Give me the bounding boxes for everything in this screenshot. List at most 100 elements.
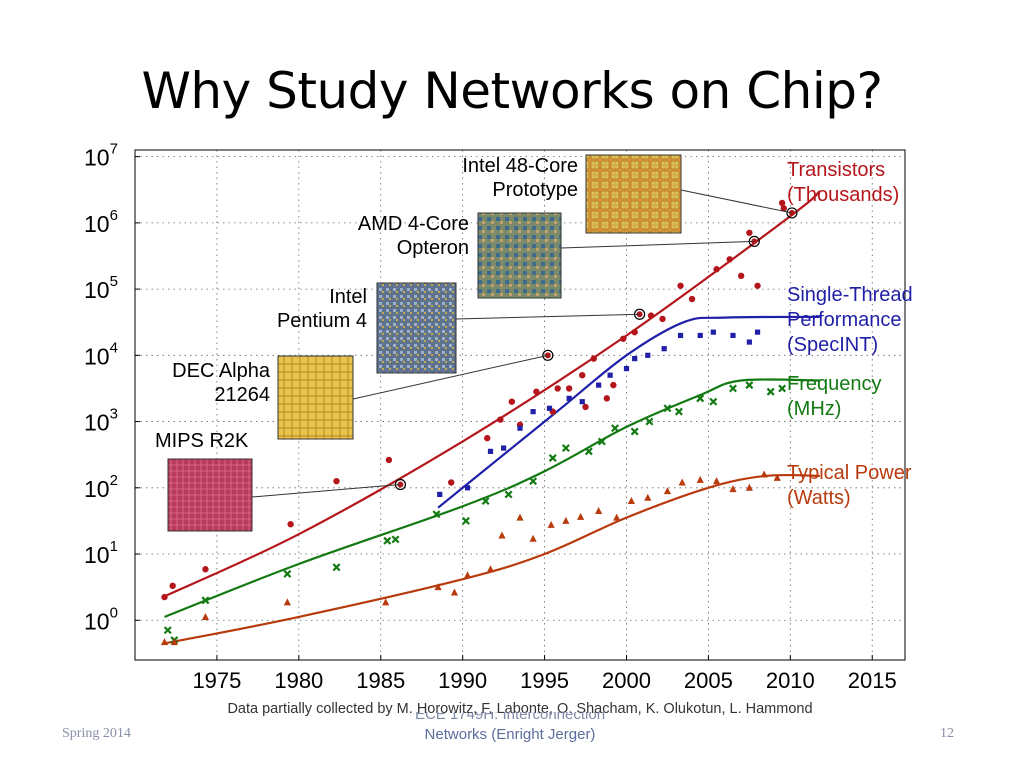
- transistors-trend-line: [162, 190, 821, 599]
- frequency-point: [729, 384, 737, 393]
- power-point: [644, 493, 652, 501]
- y-tick-label: 102: [84, 472, 118, 502]
- x-tick-label: 1980: [274, 668, 323, 693]
- single-thread-point: [730, 332, 736, 339]
- opteron-chip-label: AMD 4-Core Opteron: [358, 213, 469, 259]
- x-tick-label: 2000: [602, 668, 651, 693]
- footer-course-line1: ECE 1749H: Interconnection: [414, 712, 606, 723]
- transistors-point: [780, 205, 787, 212]
- power-point: [562, 516, 570, 524]
- y-tick-label: 106: [84, 207, 118, 237]
- x-tick-label: 1995: [520, 668, 569, 693]
- power-point: [486, 565, 495, 573]
- single-thread-point: [530, 409, 536, 415]
- pentium-die-photo: [376, 282, 457, 374]
- frequency-point: [663, 404, 672, 413]
- power-point: [595, 506, 603, 514]
- power-point: [712, 477, 721, 485]
- alpha-chip-label: DEC Alpha 21264: [172, 360, 271, 406]
- single-thread-point: [487, 448, 494, 454]
- single-thread-point: [464, 485, 471, 491]
- single-thread-point: [437, 491, 443, 498]
- single-thread-point: [566, 395, 572, 401]
- transistors-point: [447, 479, 455, 486]
- power-point: [547, 520, 555, 528]
- power-point: [170, 638, 178, 646]
- opteron-leader-line: [560, 240, 755, 249]
- transistors-point: [631, 328, 638, 336]
- alpha-leader-line: [352, 354, 548, 400]
- transistors-point: [688, 295, 696, 303]
- power-point: [678, 478, 686, 486]
- single-thread-trend-line: [437, 315, 820, 509]
- power-point: [613, 513, 621, 521]
- single-thread-point: [754, 329, 761, 335]
- y-tick-label: 101: [84, 538, 118, 568]
- transistors-point: [603, 395, 611, 402]
- transistors-point: [746, 229, 753, 236]
- transistors-point: [533, 388, 540, 395]
- power-point: [498, 531, 506, 539]
- pentium-leader-line: [455, 313, 640, 320]
- power-point: [529, 534, 537, 542]
- transistors-point: [484, 434, 491, 442]
- opteron-die-photo: [477, 212, 562, 299]
- transistors-point: [169, 582, 176, 590]
- frequency-series-label: Frequency (MHz): [787, 373, 882, 420]
- transistors-point: [202, 566, 209, 573]
- mips-leader-line: [251, 483, 401, 498]
- transistors-highlight-point: [542, 349, 554, 361]
- single-thread-series-label: Single-Thread Performance (SpecINT): [787, 284, 913, 356]
- transistors-point: [497, 416, 504, 423]
- footer-course-line2: Networks (Enright Jerger): [424, 726, 596, 743]
- frequency-point: [745, 381, 754, 390]
- page-title: Why Study Networks on Chip?: [141, 62, 883, 120]
- x-tick-label: 1985: [356, 668, 405, 693]
- transistors-point: [610, 381, 617, 389]
- single-thread-point: [697, 332, 703, 339]
- power-point: [745, 483, 753, 491]
- power-point: [382, 598, 390, 606]
- single-thread-point: [546, 405, 553, 411]
- frequency-point: [584, 447, 593, 456]
- transistors-point: [590, 355, 597, 362]
- transistors-point: [508, 398, 516, 405]
- x-tick-label: 2010: [766, 668, 815, 693]
- frequency-point: [597, 437, 606, 446]
- single-thread-point: [501, 445, 507, 451]
- power-point: [463, 571, 472, 579]
- power-point: [663, 487, 672, 495]
- single-thread-point: [579, 399, 585, 405]
- frequency-point: [383, 536, 392, 545]
- page-number: 12: [940, 726, 954, 741]
- alpha-die-photo: [277, 355, 354, 440]
- frequency-point: [548, 454, 557, 462]
- x-tick-label: 2005: [684, 668, 733, 693]
- mips-chip-label: MIPS R2K: [155, 430, 249, 452]
- frequency-point: [163, 626, 172, 635]
- transistors-series-label: Transistors (Thousands): [787, 159, 899, 206]
- power-point: [760, 470, 768, 478]
- frequency-point: [461, 516, 470, 525]
- single-thread-point: [645, 352, 651, 358]
- intel48-chip-label: Intel 48-Core Prototype: [462, 155, 578, 201]
- frequency-point: [709, 397, 718, 406]
- y-tick-label: 104: [84, 339, 118, 369]
- y-tick-label: 103: [84, 406, 118, 436]
- single-thread-point: [623, 365, 630, 372]
- y-tick-label: 100: [84, 604, 118, 634]
- transistors-point: [677, 282, 684, 289]
- pentium-chip-label: Intel Pentium 4: [277, 286, 367, 332]
- frequency-trend-line: [164, 378, 820, 618]
- chart-caption: Data partially collected by M. Horowitz,…: [227, 701, 812, 717]
- single-thread-point: [677, 332, 684, 339]
- power-point: [201, 612, 210, 620]
- power-point: [283, 598, 291, 606]
- power-point: [773, 473, 781, 481]
- power-point: [434, 583, 442, 591]
- transistors-point: [385, 456, 393, 464]
- power-trend-line: [164, 473, 820, 645]
- transistors-highlight-point: [786, 207, 798, 219]
- transistors-point: [333, 477, 340, 485]
